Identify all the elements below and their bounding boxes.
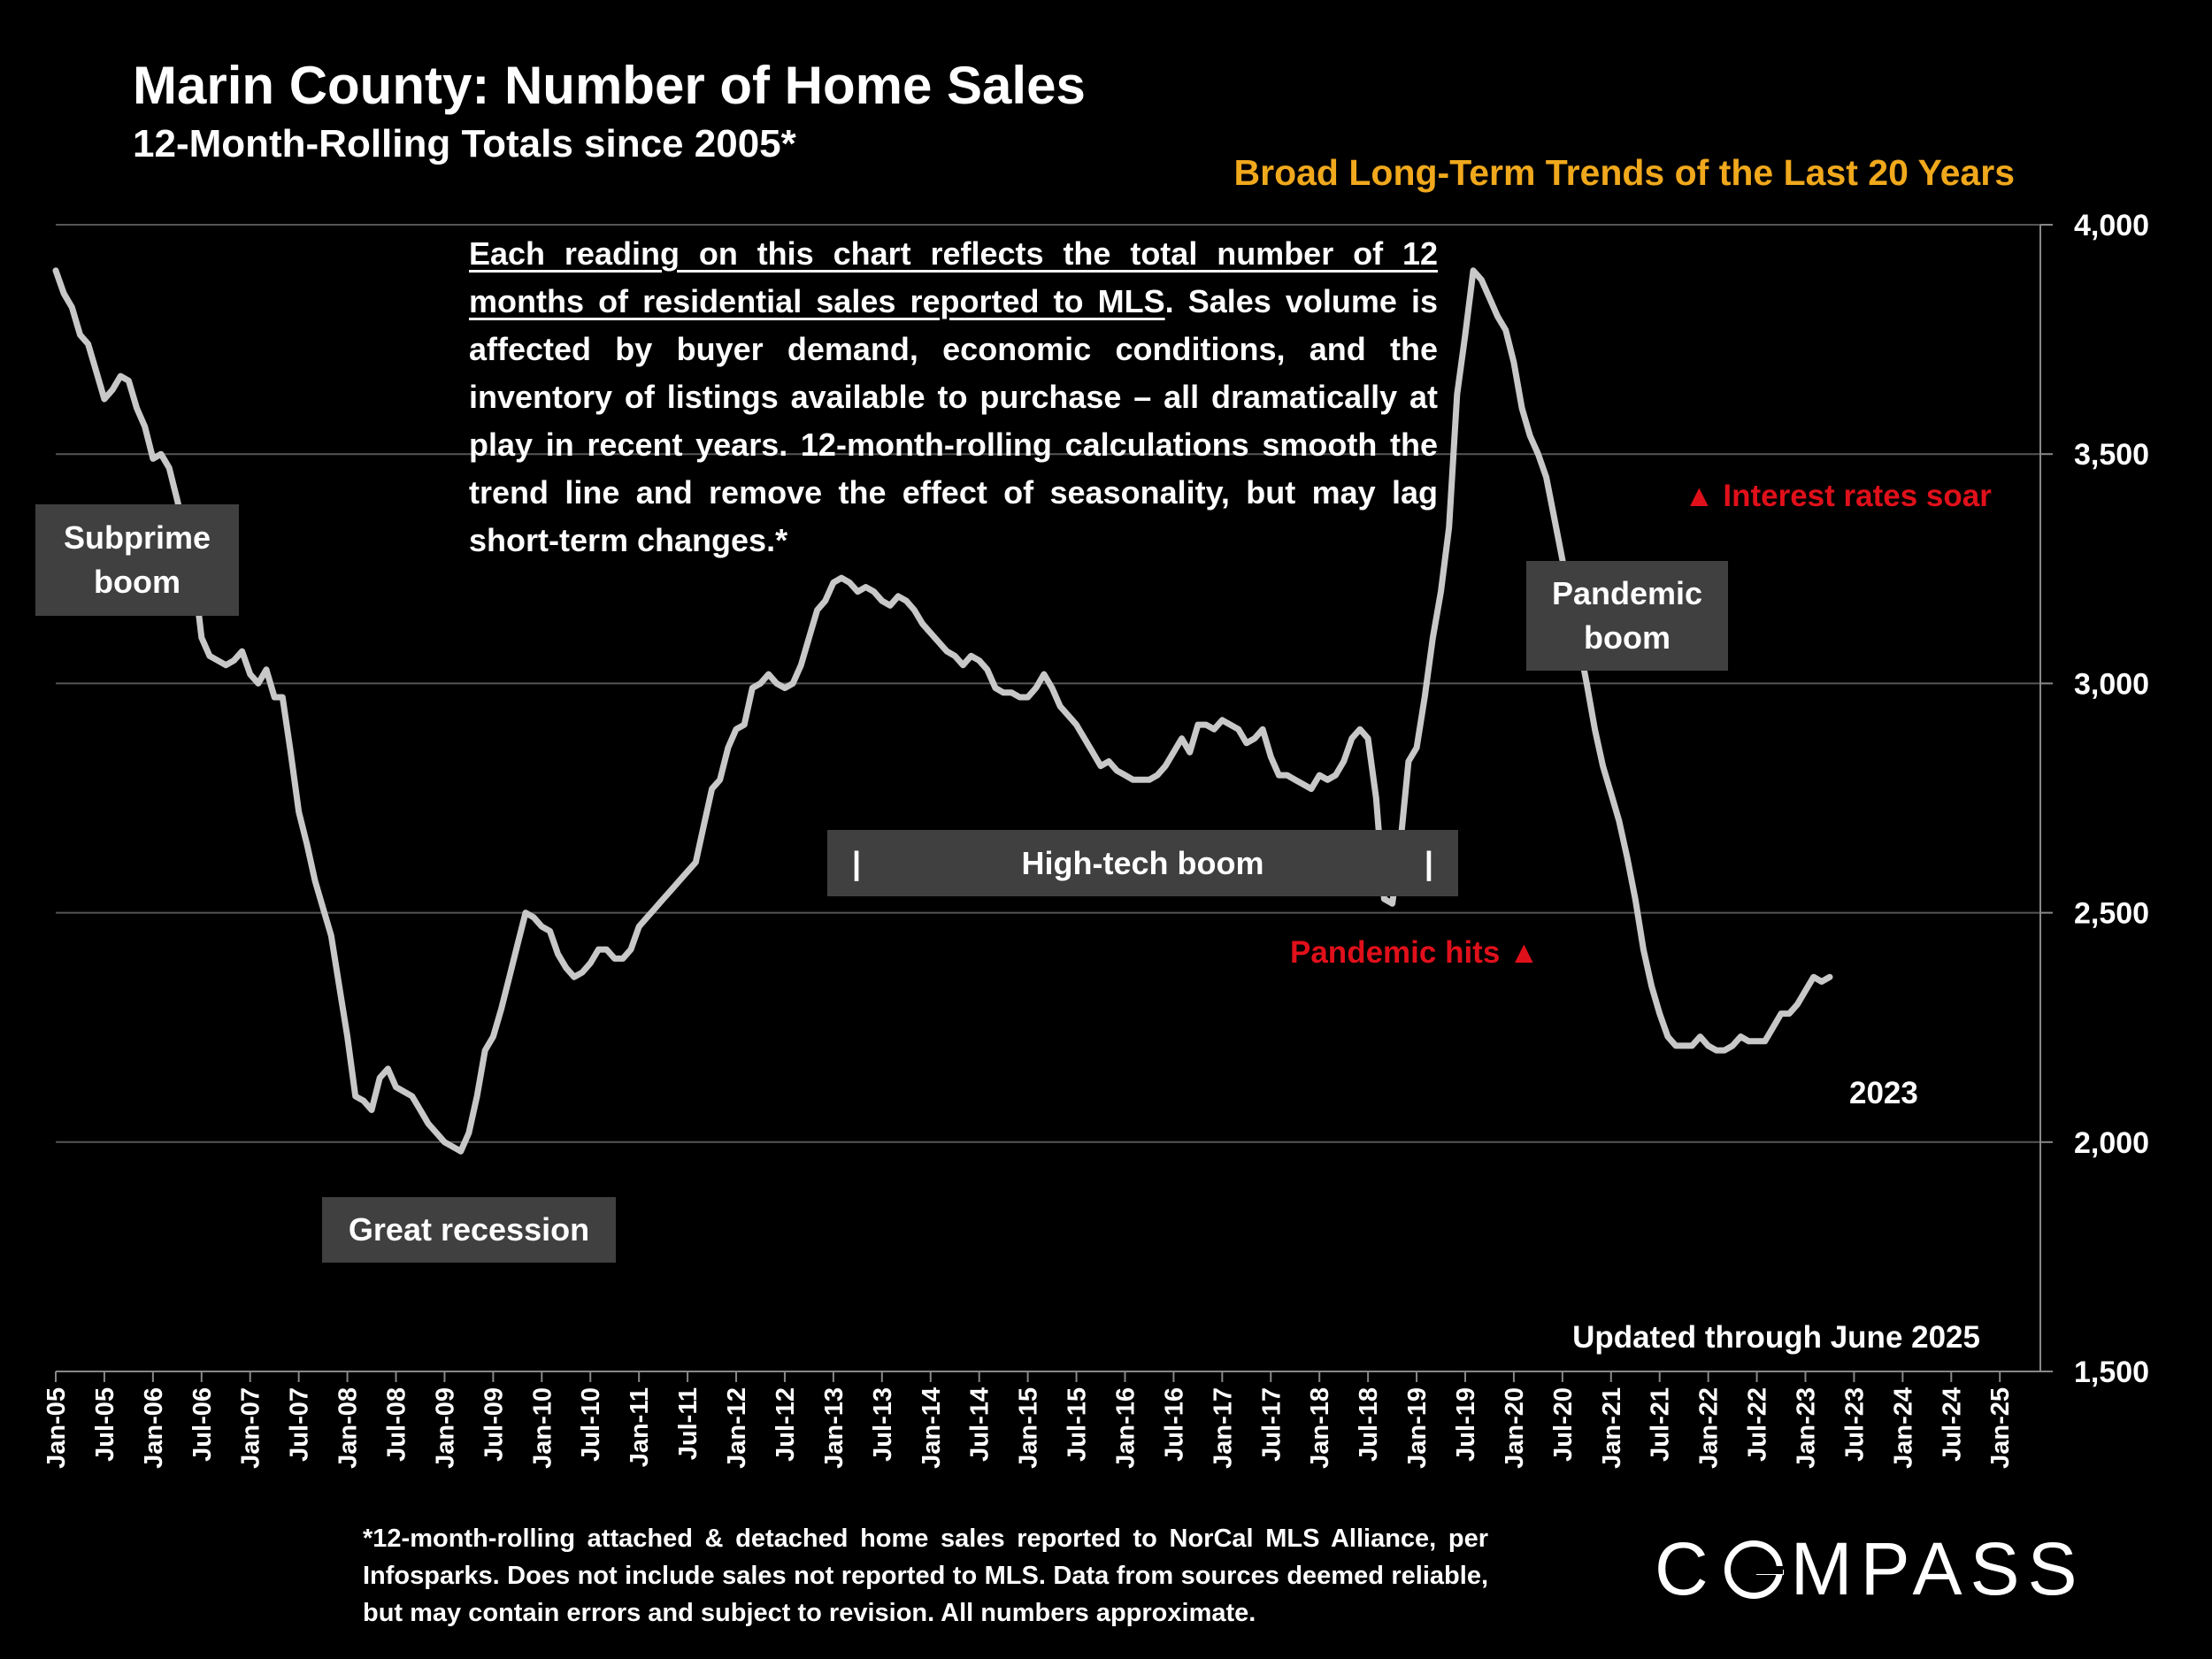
- x-tick-label: Jan-06: [140, 1387, 168, 1469]
- x-tick-label: Jan-12: [723, 1387, 751, 1469]
- page-subtitle: 12-Month-Rolling Totals since 2005*: [133, 122, 796, 165]
- high-tech-right-bar: |: [1424, 844, 1433, 881]
- x-tick-label: Jan-15: [1015, 1387, 1043, 1469]
- y-axis: 1,500 2,000 2,500 3,000 3,500 4,000: [2039, 209, 2149, 1389]
- x-tick-label: Jan-09: [431, 1387, 459, 1469]
- series-area: [52, 267, 1833, 1155]
- explanation-text: Each reading on this chart reflects the …: [469, 230, 1438, 565]
- x-tick-label: Jul-10: [577, 1387, 605, 1462]
- y-tick-label: 4,000: [2074, 209, 2149, 242]
- x-tick-label: Jul-21: [1647, 1387, 1675, 1462]
- x-tick-label: Jul-19: [1452, 1387, 1480, 1462]
- x-tick-label: Jan-22: [1695, 1387, 1724, 1469]
- y-tick-label: 2,500: [2074, 897, 2149, 931]
- series-line-home-sales: [52, 267, 1833, 1155]
- x-tick-label: Jul-13: [869, 1387, 897, 1462]
- great-recession-label: Great recession: [322, 1197, 616, 1263]
- pandemic-hits-label: Pandemic hits ▲: [1290, 935, 1540, 970]
- x-tick-label: Jan-23: [1793, 1387, 1821, 1469]
- pandemic-boom-label: Pandemic boom: [1526, 561, 1728, 671]
- x-tick-label: Jan-25: [1986, 1387, 2015, 1469]
- y-tick-label: 3,000: [2074, 667, 2149, 701]
- x-tick-label: Jan-11: [626, 1387, 654, 1467]
- x-tick-label: Jul-06: [188, 1387, 217, 1462]
- page-title: Marin County: Number of Home Sales: [133, 56, 1086, 115]
- y-tick-label: 2,000: [2074, 1126, 2149, 1160]
- x-tick-label: Jan-16: [1111, 1387, 1140, 1469]
- x-tick-label: Jul-14: [966, 1387, 995, 1462]
- x-tick-label: Jan-24: [1889, 1387, 1917, 1469]
- x-tick-label: Jan-21: [1598, 1387, 1626, 1469]
- x-tick-label: Jan-05: [42, 1387, 71, 1469]
- y-tick-label: 3,500: [2074, 438, 2149, 472]
- compass-logo: C MPASS: [1655, 1526, 2085, 1612]
- x-tick-label: Jul-17: [1257, 1387, 1286, 1462]
- x-tick-label: Jul-05: [91, 1387, 119, 1462]
- x-tick-label: Jul-08: [383, 1387, 411, 1462]
- x-tick-label: Jan-18: [1306, 1387, 1334, 1469]
- x-tick-label: Jan-20: [1501, 1387, 1529, 1469]
- logo-text-start: C: [1655, 1527, 1717, 1610]
- footnote: *12-month-rolling attached & detached ho…: [363, 1525, 1488, 1627]
- explanation-rest: . Sales volume is affected by buyer dema…: [469, 283, 1438, 558]
- x-tick-label: Jul-18: [1355, 1387, 1383, 1462]
- interest-rates-label: ▲ Interest rates soar: [1684, 479, 1992, 513]
- trend-title: Broad Long-Term Trends of the Last 20 Ye…: [1233, 152, 2015, 193]
- x-tick-label: Jul-12: [772, 1387, 800, 1462]
- x-tick-label: Jan-14: [918, 1387, 946, 1469]
- x-tick-label: Jan-19: [1403, 1387, 1432, 1469]
- x-tick-label: Jul-22: [1744, 1387, 1772, 1462]
- x-tick-label: Jul-23: [1840, 1387, 1869, 1462]
- x-tick-label: Jul-07: [286, 1387, 314, 1462]
- high-tech-text: High-tech boom: [1021, 844, 1264, 881]
- x-tick-label: Jul-09: [480, 1387, 508, 1462]
- subprime-boom-label: Subprime boom: [35, 504, 239, 616]
- x-tick-label: Jul-11: [674, 1387, 703, 1460]
- explanation-underlined: Each reading on this chart reflects the …: [469, 235, 1438, 319]
- high-tech-boom-label: | High-tech boom |: [827, 830, 1458, 896]
- x-tick-label: Jan-13: [820, 1387, 849, 1469]
- x-tick-label: Jan-08: [334, 1387, 363, 1469]
- high-tech-left-bar: |: [852, 844, 862, 881]
- x-tick-label: Jan-07: [237, 1387, 265, 1469]
- x-tick-label: Jul-15: [1064, 1387, 1092, 1462]
- x-tick-label: Jan-10: [528, 1387, 557, 1469]
- x-tick-label: Jul-24: [1938, 1387, 1966, 1462]
- compass-o-icon: [1724, 1540, 1784, 1599]
- x-tick-label: Jul-20: [1549, 1387, 1578, 1462]
- x-axis: Jan-05 Jul-05 Jan-06 Jul-06 Jan-07 Jul-07 Jan-…: [42, 1371, 2040, 1469]
- logo-text-end: MPASS: [1790, 1527, 2085, 1610]
- year-2023-label: 2023: [1849, 1076, 1918, 1110]
- x-tick-label: Jul-16: [1160, 1387, 1188, 1462]
- x-tick-label: Jan-17: [1209, 1387, 1237, 1469]
- updated-note: Updated through June 2025: [1572, 1320, 1980, 1355]
- y-tick-label: 1,500: [2074, 1356, 2149, 1389]
